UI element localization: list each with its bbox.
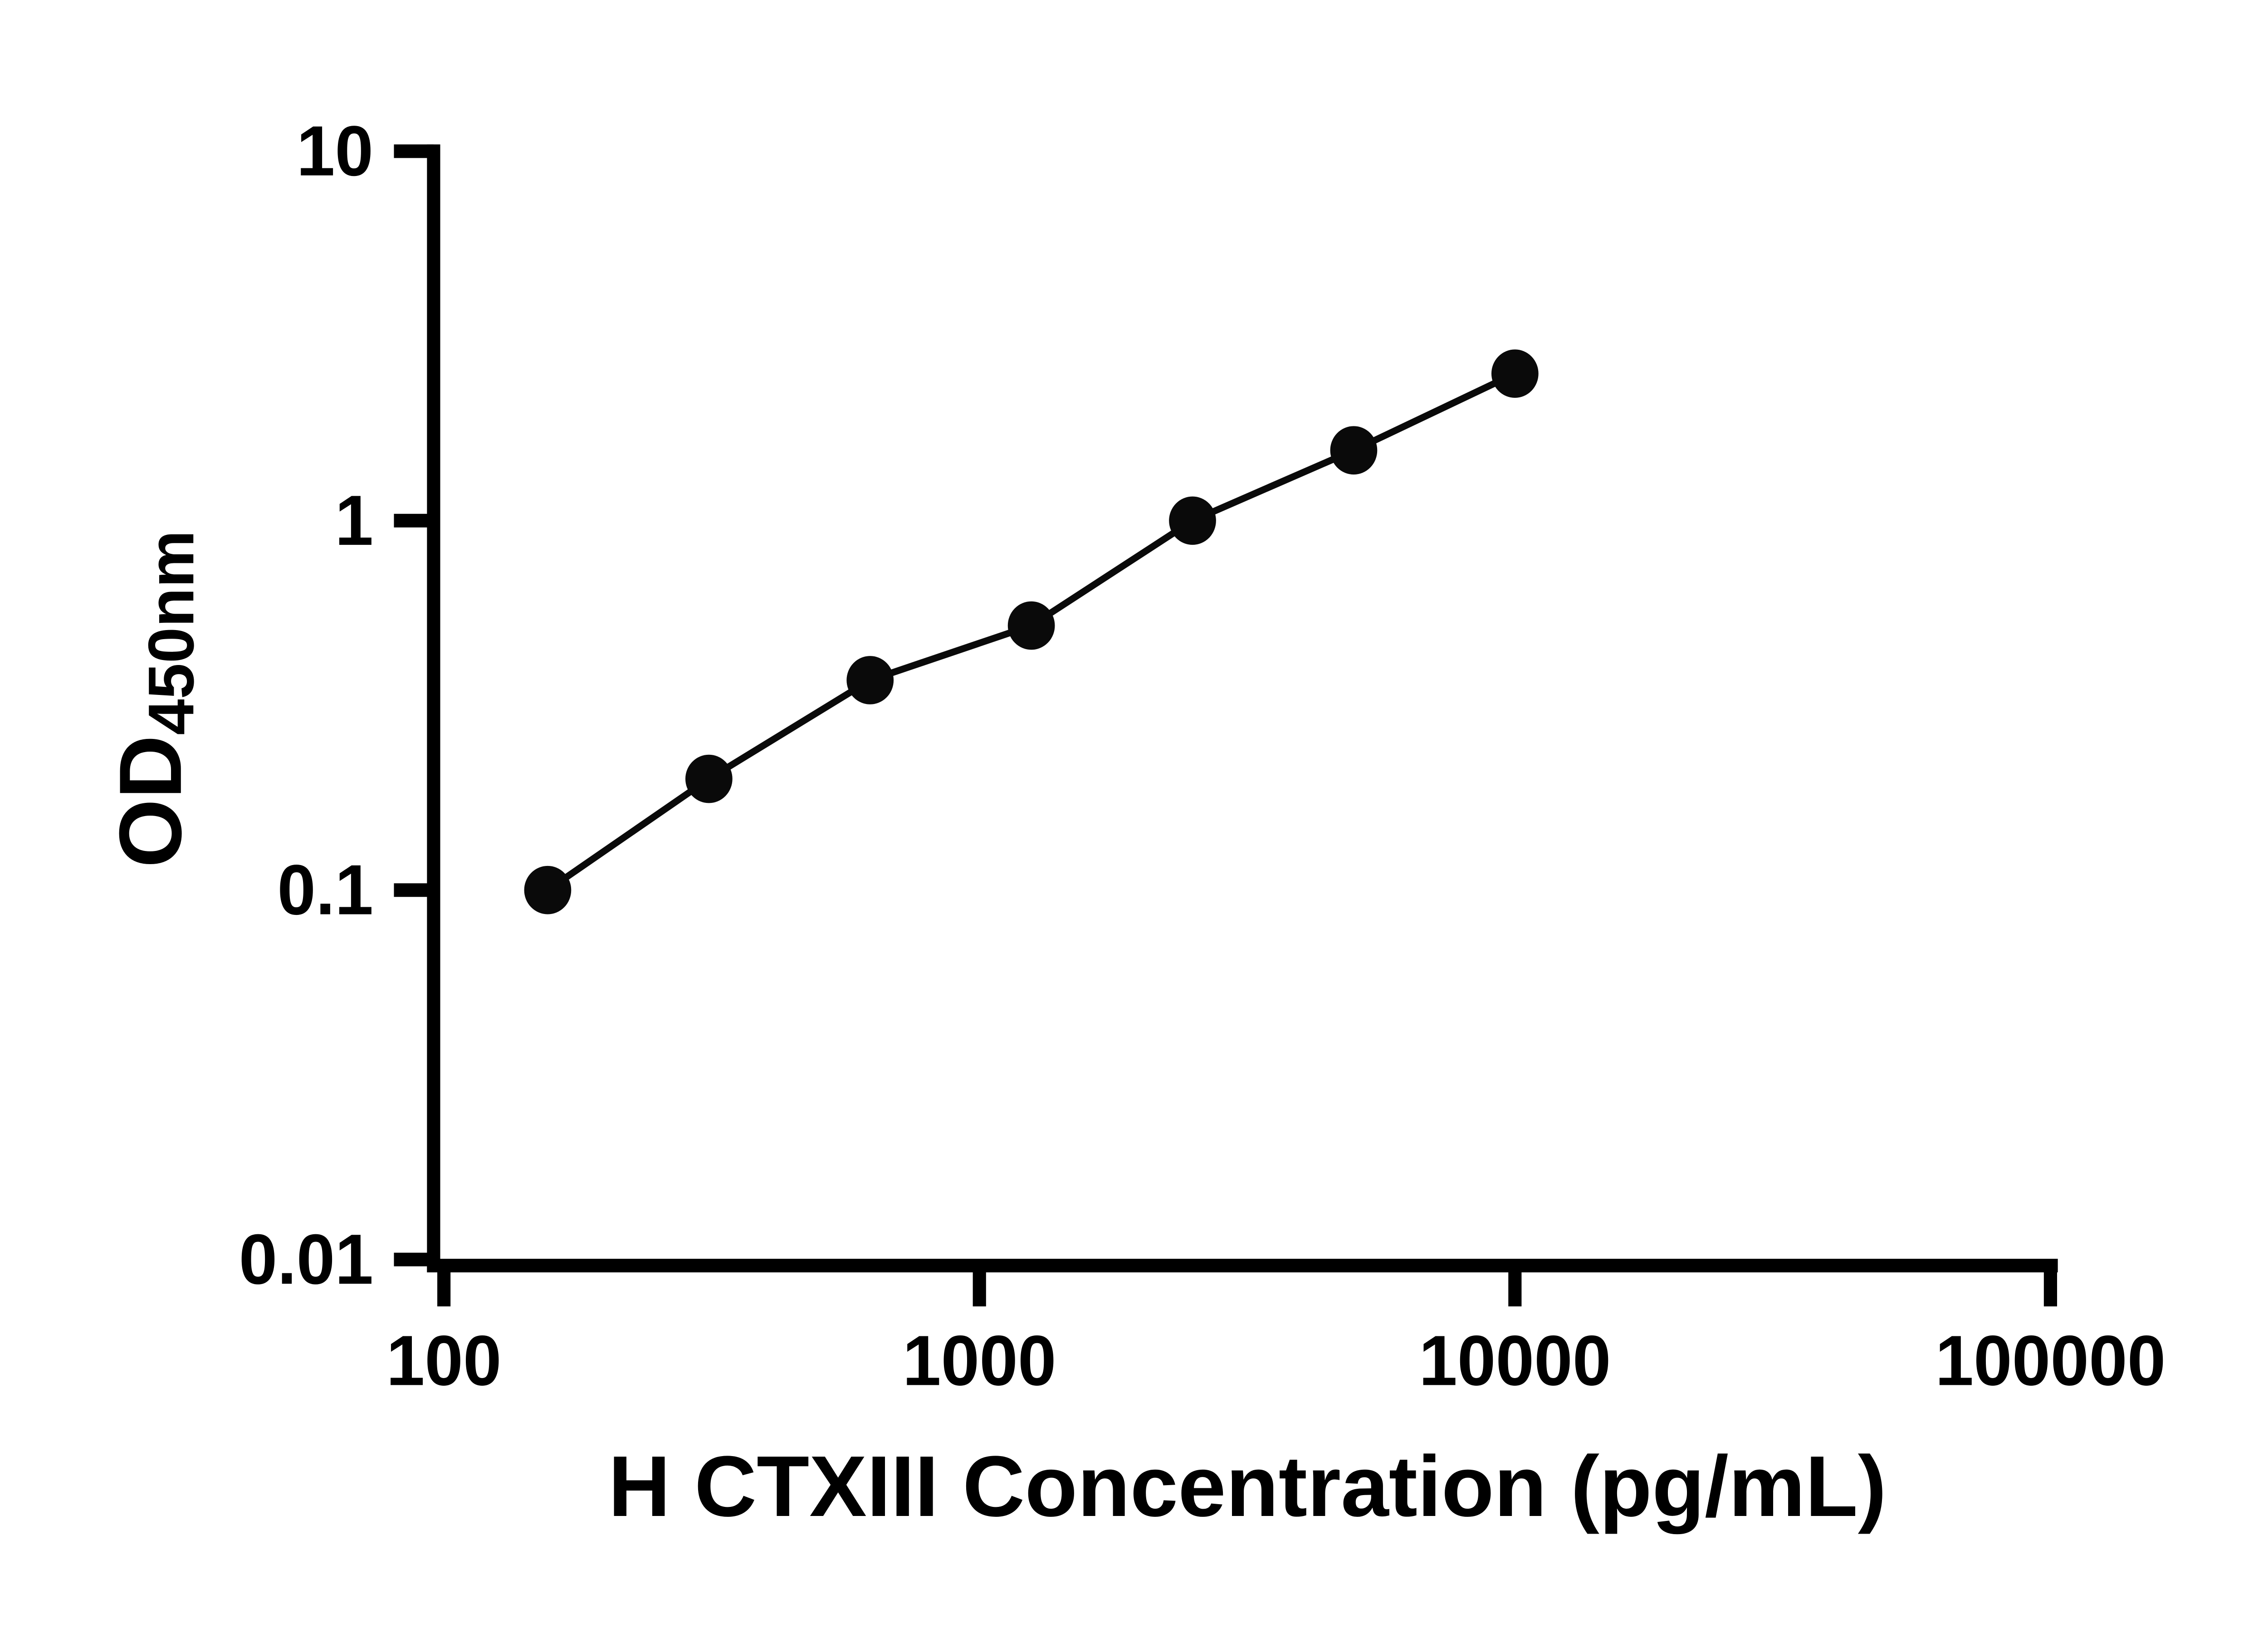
data-point xyxy=(846,656,894,704)
data-point xyxy=(1169,496,1216,545)
y-tick-label: 10 xyxy=(297,111,373,191)
data-point xyxy=(524,865,572,914)
data-point xyxy=(1491,349,1539,398)
data-point xyxy=(1007,601,1055,650)
data-point xyxy=(685,754,733,803)
x-tick-label: 100 xyxy=(386,1320,502,1400)
y-tick-label: 0.1 xyxy=(277,850,373,929)
y-tick-label: 1 xyxy=(335,480,373,560)
x-tick-label: 10000 xyxy=(1419,1320,1611,1400)
x-tick-label: 1000 xyxy=(903,1320,1056,1400)
y-axis-title-main: OD xyxy=(101,735,200,868)
y-axis-title: OD450nm xyxy=(100,530,209,868)
y-axis-title-subscript: 450nm xyxy=(135,530,208,735)
data-point xyxy=(1330,426,1378,475)
y-tick-label: 0.01 xyxy=(239,1219,373,1299)
x-axis-title: H CTXIII Concentration (pg/mL) xyxy=(608,1438,1887,1535)
x-tick-label: 100000 xyxy=(1935,1320,2165,1400)
